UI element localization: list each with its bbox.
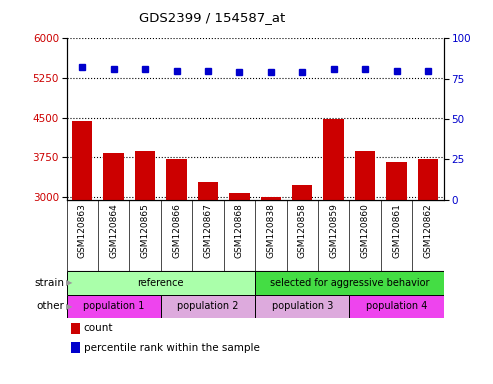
Text: GSM120838: GSM120838 <box>266 203 276 258</box>
Bar <box>67 271 255 295</box>
Text: GSM120865: GSM120865 <box>141 203 150 258</box>
Text: GSM120859: GSM120859 <box>329 203 338 258</box>
Bar <box>72 121 93 356</box>
Text: GSM120861: GSM120861 <box>392 203 401 258</box>
Text: GSM120863: GSM120863 <box>78 203 87 258</box>
Text: population 2: population 2 <box>177 301 239 311</box>
Text: count: count <box>84 323 113 333</box>
Bar <box>67 295 161 318</box>
Text: percentile rank within the sample: percentile rank within the sample <box>84 343 260 353</box>
Bar <box>198 182 218 356</box>
Text: ▶: ▶ <box>66 278 72 287</box>
Bar <box>135 151 155 356</box>
Text: GSM120866: GSM120866 <box>172 203 181 258</box>
Bar <box>261 197 281 356</box>
Text: GDS2399 / 154587_at: GDS2399 / 154587_at <box>139 12 285 25</box>
Bar <box>255 271 444 295</box>
Bar <box>161 295 255 318</box>
Bar <box>255 295 350 318</box>
Text: GSM120867: GSM120867 <box>204 203 212 258</box>
Bar <box>323 119 344 356</box>
Text: GSM120868: GSM120868 <box>235 203 244 258</box>
Bar <box>355 151 375 356</box>
Text: population 1: population 1 <box>83 301 144 311</box>
Text: population 3: population 3 <box>272 301 333 311</box>
Bar <box>166 159 187 356</box>
Text: ▶: ▶ <box>66 302 72 311</box>
Text: GSM120860: GSM120860 <box>360 203 370 258</box>
Text: population 4: population 4 <box>366 301 427 311</box>
Bar <box>387 162 407 356</box>
Text: strain: strain <box>34 278 64 288</box>
Bar <box>350 295 444 318</box>
Text: selected for aggressive behavior: selected for aggressive behavior <box>270 278 429 288</box>
Text: GSM120862: GSM120862 <box>423 203 432 258</box>
Text: GSM120864: GSM120864 <box>109 203 118 258</box>
Bar <box>104 153 124 356</box>
Text: reference: reference <box>138 278 184 288</box>
Bar <box>292 185 313 356</box>
Text: other: other <box>36 301 64 311</box>
Bar <box>418 159 438 356</box>
Text: GSM120858: GSM120858 <box>298 203 307 258</box>
Bar <box>229 193 249 356</box>
